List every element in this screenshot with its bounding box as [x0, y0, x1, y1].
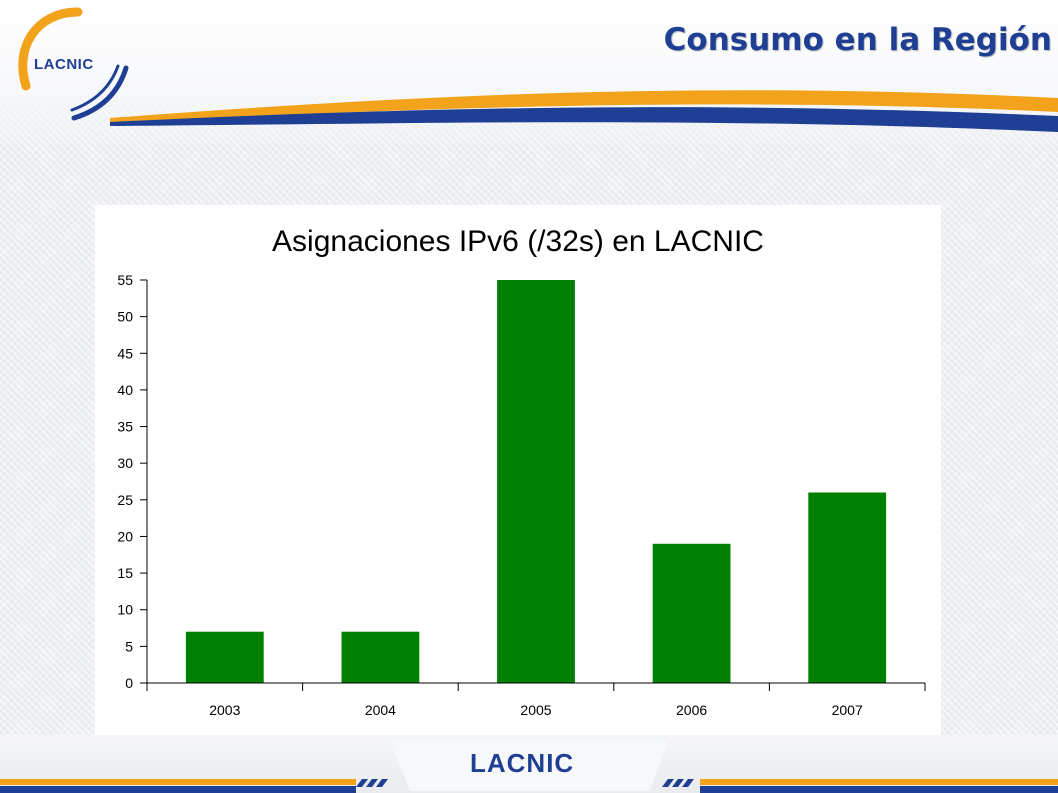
chart-panel: Asignaciones IPv6 (/32s) en LACNIC 0 5 10 1…	[95, 205, 941, 735]
bar-2007	[808, 492, 887, 683]
x-tick-label: 2007	[832, 702, 863, 718]
bar-2003	[185, 631, 264, 683]
header-swoosh	[110, 90, 1058, 132]
y-tick-label: 35	[117, 419, 133, 435]
lacnic-logo: LACNIC	[8, 6, 138, 124]
footer-logo: LACNIC	[470, 748, 600, 778]
y-tick-label: 25	[117, 492, 133, 508]
x-tick-label: 2004	[365, 702, 396, 718]
bar-2006	[652, 543, 731, 683]
y-tick-label: 50	[117, 309, 133, 325]
y-tick-label: 5	[125, 638, 133, 654]
y-tick-label: 30	[117, 455, 133, 471]
y-tick-label: 40	[117, 382, 133, 398]
y-tick-label: 0	[125, 675, 133, 691]
bar-chart: Asignaciones IPv6 (/32s) en LACNIC 0 5 10 1…	[117, 225, 926, 718]
header-logo-text: LACNIC	[34, 56, 94, 73]
x-tick-label: 2003	[209, 702, 240, 718]
x-tick-label: 2005	[520, 702, 551, 718]
footer-logo-text: LACNIC	[470, 748, 575, 778]
slide-title: Consumo en la Región	[663, 22, 1052, 58]
y-tick-label: 15	[117, 565, 133, 581]
footer-stripes	[0, 741, 1058, 793]
y-tick-label: 55	[117, 272, 133, 288]
y-tick-label: 20	[117, 528, 133, 544]
y-tick-label: 10	[117, 602, 133, 618]
bar-2004	[341, 631, 420, 683]
x-tick-label: 2006	[676, 702, 707, 718]
bar-2005	[497, 280, 575, 683]
y-tick-label: 45	[117, 345, 133, 361]
chart-title: Asignaciones IPv6 (/32s) en LACNIC	[272, 225, 764, 258]
